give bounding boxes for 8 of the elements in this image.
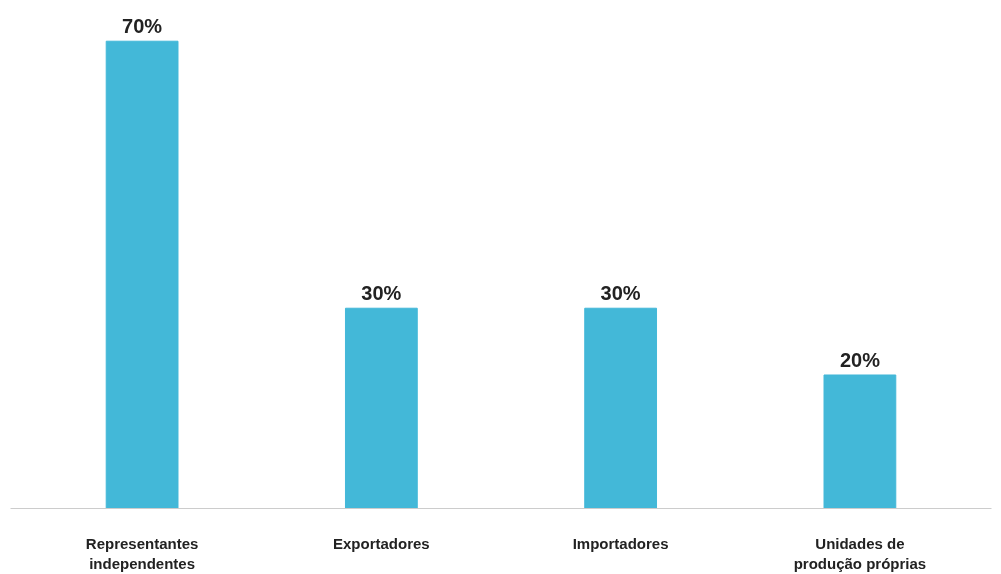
data-label: 30% [361,282,402,305]
x-tick-label: Unidades de produção próprias [793,534,927,572]
data-label: 30% [600,282,641,305]
x-tick-label: Exportadores [333,534,430,552]
x-tick-label: Representantes independentes [85,534,199,572]
data-label: 20% [839,348,881,371]
data-label: 70% [122,15,163,38]
x-tick-label: Importadores [572,534,669,552]
